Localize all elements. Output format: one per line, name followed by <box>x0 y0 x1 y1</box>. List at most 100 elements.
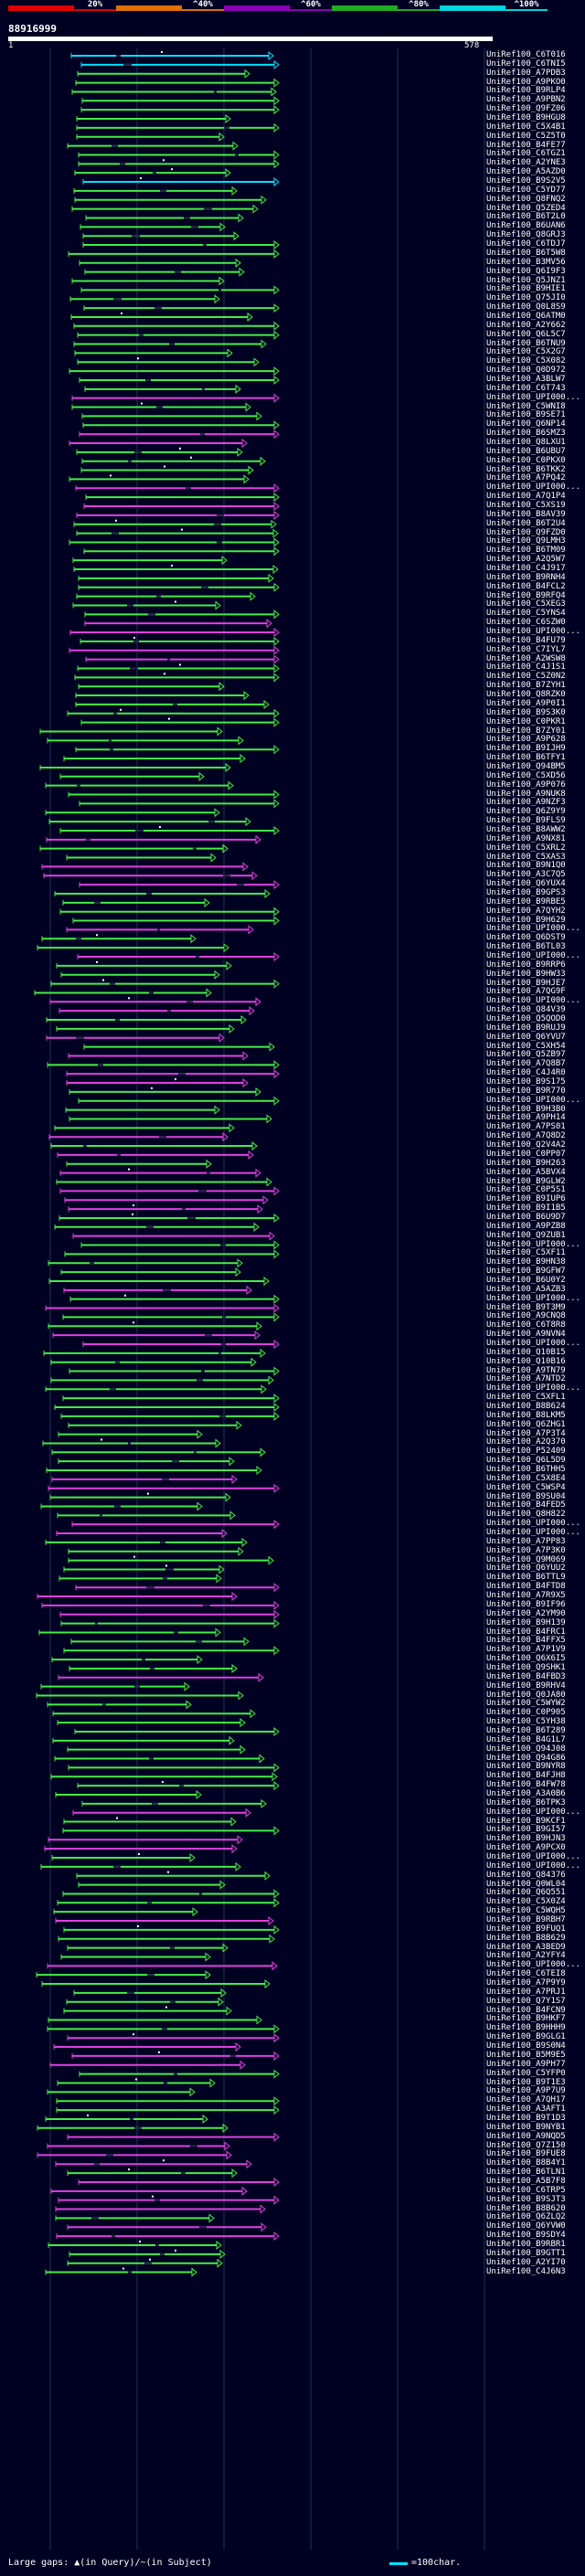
hit-label[interactable]: UniRef100_C6SZW0 <box>486 618 566 628</box>
hit-label[interactable]: UniRef100_B5M9E5 <box>486 2050 566 2060</box>
hit-label[interactable]: UniRef100_A7Q8B7 <box>486 1059 566 1069</box>
hit-label[interactable]: UniRef100_B6T289 <box>486 1725 566 1735</box>
hit-label[interactable]: UniRef100_B4FE77 <box>486 140 566 150</box>
hit-label[interactable]: UniRef100_A7Q8D2 <box>486 1131 566 1141</box>
hit-label[interactable]: UniRef100_Q9FZD0 <box>486 527 566 537</box>
hit-label[interactable]: UniRef100_Q8GRJ3 <box>486 230 566 240</box>
hit-label[interactable]: UniRef100_B9RRP6 <box>486 959 566 970</box>
hit-label[interactable]: UniRef100_A9PH14 <box>486 1113 566 1123</box>
hit-label[interactable]: UniRef100_B9I1B5 <box>486 1203 566 1214</box>
hit-label[interactable]: UniRef100_A7PP83 <box>486 1536 566 1546</box>
hit-label[interactable]: UniRef100_C5X0Z4 <box>486 1897 566 1907</box>
hit-label[interactable]: UniRef100_B9HGU8 <box>486 113 566 123</box>
hit-label[interactable]: UniRef100_B4FFX5 <box>486 1636 566 1646</box>
hit-label[interactable]: UniRef100_B8AWW2 <box>486 824 566 834</box>
hit-label[interactable]: UniRef100_C5XEG3 <box>486 599 566 610</box>
hit-label[interactable]: UniRef100_B9FUE8 <box>486 2149 566 2159</box>
hit-label[interactable]: UniRef100_A3AFT1 <box>486 2104 566 2115</box>
hit-label[interactable]: UniRef100_A3BED9 <box>486 1942 566 1952</box>
hit-label[interactable]: UniRef100_A7QG9F <box>486 987 566 997</box>
hit-label[interactable]: UniRef100_C5XFL1 <box>486 1393 566 1403</box>
hit-label[interactable]: UniRef100_A7R9X5 <box>486 1591 566 1601</box>
hit-label[interactable]: UniRef100_UPI000... <box>486 1383 580 1394</box>
hit-label[interactable]: UniRef100_B9H139 <box>486 1617 566 1627</box>
hit-label[interactable]: UniRef100_B9SDY4 <box>486 2231 566 2241</box>
hit-label[interactable]: UniRef100_A7PDB3 <box>486 68 566 78</box>
hit-label[interactable]: UniRef100_B6U0Y2 <box>486 1275 566 1285</box>
hit-label[interactable]: UniRef100_B9H3B0 <box>486 1104 566 1114</box>
hit-label[interactable]: UniRef100_B9RBR1 <box>486 2239 566 2249</box>
hit-label[interactable]: UniRef100_A9PH77 <box>486 2059 566 2069</box>
hit-label[interactable]: UniRef100_UPI000... <box>486 1960 580 1970</box>
hit-label[interactable]: UniRef100_B8B620 <box>486 2203 566 2213</box>
hit-label[interactable]: UniRef100_A7P9Y9 <box>486 1978 566 1988</box>
hit-label[interactable]: UniRef100_Q94BM5 <box>486 761 566 771</box>
hit-label[interactable]: UniRef100_Q8H822 <box>486 1510 566 1520</box>
hit-label[interactable]: UniRef100_C5XF11 <box>486 1248 566 1258</box>
hit-label[interactable]: UniRef100_B9RNH4 <box>486 572 566 582</box>
hit-label[interactable]: UniRef100_C5WNI8 <box>486 401 566 411</box>
hit-label[interactable]: UniRef100_B6TTL9 <box>486 1573 566 1583</box>
hit-label[interactable]: UniRef100_A9NX81 <box>486 833 566 843</box>
hit-label[interactable]: UniRef100_B9HN38 <box>486 1257 566 1267</box>
hit-label[interactable]: UniRef100_C5Z0N2 <box>486 672 566 682</box>
hit-label[interactable]: UniRef100_C6TNI5 <box>486 58 566 69</box>
hit-label[interactable]: UniRef100_Q8RZK0 <box>486 690 566 700</box>
hit-label[interactable]: UniRef100_B9SE71 <box>486 410 566 420</box>
hit-label[interactable]: UniRef100_B9H629 <box>486 915 566 925</box>
hit-label[interactable]: UniRef100_C4J1S1 <box>486 663 566 673</box>
hit-label[interactable]: UniRef100_UPI000... <box>486 1528 580 1538</box>
hit-label[interactable]: UniRef100_B9IF96 <box>486 1599 566 1609</box>
hit-label[interactable]: UniRef100_B4FW78 <box>486 1780 566 1790</box>
hit-label[interactable]: UniRef100_B9N1Q0 <box>486 861 566 871</box>
hit-label[interactable]: UniRef100_B6THH5 <box>486 1465 566 1475</box>
hit-label[interactable]: UniRef100_C5WSP4 <box>486 1482 566 1492</box>
hit-label[interactable]: UniRef100_B6T2U4 <box>486 518 566 528</box>
hit-label[interactable]: UniRef100_B9NYB1 <box>486 2122 566 2132</box>
hit-label[interactable]: UniRef100_Q6Z9Y9 <box>486 807 566 817</box>
hit-label[interactable]: UniRef100_C4J4R0 <box>486 1068 566 1078</box>
hit-label[interactable]: UniRef100_Q10B16 <box>486 1356 566 1366</box>
hit-label[interactable]: UniRef100_A2YI70 <box>486 2257 566 2267</box>
hit-label[interactable]: UniRef100_UPI000... <box>486 1807 580 1817</box>
hit-label[interactable]: UniRef100_B9GTT1 <box>486 2248 566 2258</box>
hit-label[interactable]: UniRef100_UPI000... <box>486 1095 580 1105</box>
hit-label[interactable]: UniRef100_B9RUJ9 <box>486 1023 566 1033</box>
hit-label[interactable]: UniRef100_Q6NP14 <box>486 419 566 429</box>
hit-label[interactable]: UniRef100_B9RBH7 <box>486 1915 566 1925</box>
hit-label[interactable]: UniRef100_A9PBN2 <box>486 95 566 105</box>
hit-label[interactable]: UniRef100_B4FTD8 <box>486 1582 566 1592</box>
hit-label[interactable]: UniRef100_A2Q5W7 <box>486 555 566 565</box>
hit-label[interactable]: UniRef100_Q5ZED4 <box>486 203 566 213</box>
hit-label[interactable]: UniRef100_B9HJN3 <box>486 1834 566 1844</box>
hit-label[interactable]: UniRef100_Q6L5C7 <box>486 329 566 339</box>
hit-label[interactable]: UniRef100_C7IYL7 <box>486 644 566 654</box>
hit-label[interactable]: UniRef100_B7ZY01 <box>486 726 566 736</box>
hit-label[interactable]: UniRef100_C5YD77 <box>486 185 566 195</box>
hit-label[interactable]: UniRef100_A9TN79 <box>486 1365 566 1375</box>
hit-label[interactable]: UniRef100_B9GLG1 <box>486 2032 566 2042</box>
hit-label[interactable]: UniRef100_UPI000... <box>486 1239 580 1249</box>
hit-label[interactable]: UniRef100_C5YH38 <box>486 1717 566 1727</box>
hit-label[interactable]: UniRef100_C5Z5T0 <box>486 131 566 141</box>
hit-label[interactable]: UniRef100_Q6X6I5 <box>486 1654 566 1664</box>
hit-label[interactable]: UniRef100_B6TNU9 <box>486 338 566 348</box>
hit-label[interactable]: UniRef100_C6TRP5 <box>486 2185 566 2195</box>
hit-label[interactable]: UniRef100_A7PS01 <box>486 1122 566 1132</box>
hit-label[interactable]: UniRef100_B9S3K0 <box>486 707 566 717</box>
hit-label[interactable]: UniRef100_Q9FZ06 <box>486 104 566 114</box>
hit-label[interactable]: UniRef100_B9GPS3 <box>486 887 566 897</box>
hit-label[interactable]: UniRef100_B3MV56 <box>486 257 566 267</box>
hit-label[interactable]: UniRef100_B4G1L7 <box>486 1734 566 1744</box>
hit-label[interactable]: UniRef100_B4FU79 <box>486 635 566 645</box>
hit-label[interactable]: UniRef100_A9P0I1 <box>486 698 566 708</box>
hit-label[interactable]: UniRef100_C5WQH5 <box>486 1906 566 1916</box>
hit-label[interactable]: UniRef100_B9RBE5 <box>486 896 566 906</box>
hit-label[interactable]: UniRef100_B9T1E3 <box>486 2077 566 2087</box>
hit-label[interactable]: UniRef100_B9S0N4 <box>486 2041 566 2051</box>
hit-label[interactable]: UniRef100_A7QH17 <box>486 2095 566 2105</box>
hit-label[interactable]: UniRef100_B9HIE1 <box>486 284 566 294</box>
hit-label[interactable]: UniRef100_C5X2G7 <box>486 347 566 357</box>
hit-label[interactable]: UniRef100_A9NZF3 <box>486 798 566 808</box>
hit-label[interactable]: UniRef100_A5BVX4 <box>486 1167 566 1177</box>
